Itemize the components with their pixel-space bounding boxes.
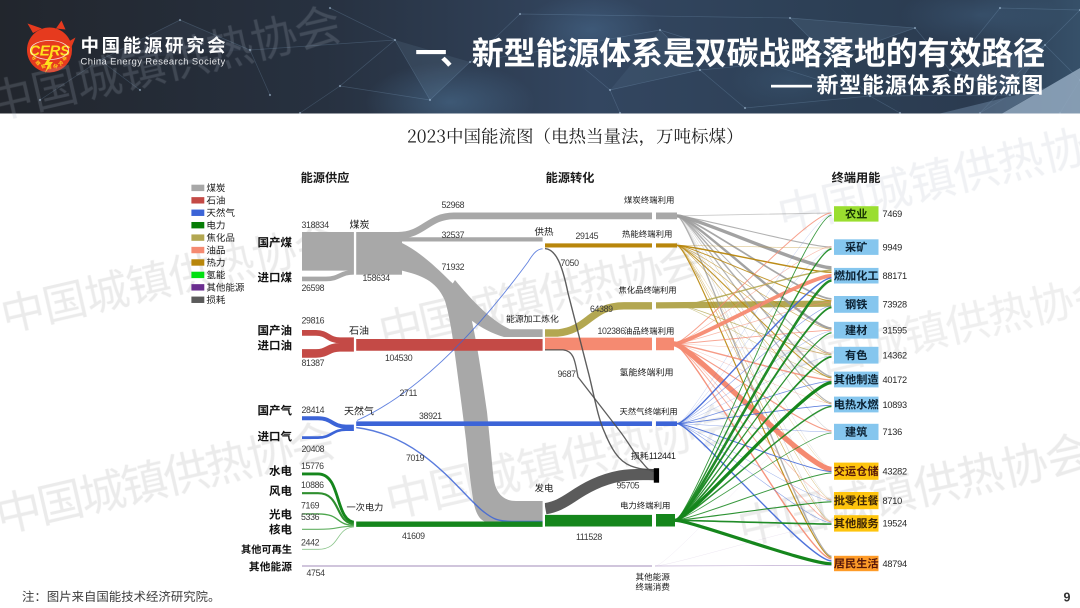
svg-text:8710: 8710 [883,496,903,506]
svg-text:31595: 31595 [883,326,907,336]
svg-text:10893: 10893 [883,400,907,410]
svg-text:73928: 73928 [883,300,907,310]
svg-text:20408: 20408 [302,444,325,454]
svg-text:41609: 41609 [402,531,425,541]
svg-text:112441: 112441 [649,451,676,461]
svg-text:38921: 38921 [419,411,442,421]
svg-text:104530: 104530 [385,353,413,363]
svg-text:5336: 5336 [301,512,320,522]
svg-text:48794: 48794 [883,559,907,569]
svg-text:95705: 95705 [617,481,640,491]
svg-text:111528: 111528 [576,532,602,542]
svg-text:9949: 9949 [883,242,903,252]
svg-text:88171: 88171 [883,271,907,281]
svg-text:102386: 102386 [598,326,626,336]
svg-text:4754: 4754 [307,568,326,578]
svg-text:15776: 15776 [301,461,324,471]
svg-text:19524: 19524 [883,519,907,529]
svg-text:2711: 2711 [400,388,418,398]
svg-text:32537: 32537 [442,230,465,240]
svg-text:64389: 64389 [590,304,613,314]
svg-text:71932: 71932 [442,262,465,272]
svg-text:28414: 28414 [302,405,325,415]
svg-text:10886: 10886 [301,480,324,490]
svg-text:7019: 7019 [406,453,425,463]
svg-text:29145: 29145 [576,231,599,241]
svg-text:9: 9 [1064,591,1071,605]
svg-text:14362: 14362 [883,351,907,361]
svg-text:7169: 7169 [301,501,320,511]
svg-text:7469: 7469 [883,209,903,219]
svg-text:43282: 43282 [883,467,907,477]
svg-text:CERS: CERS [29,43,70,60]
svg-text:9687: 9687 [558,369,577,379]
svg-text:7136: 7136 [883,427,903,437]
svg-text:7050: 7050 [561,258,580,268]
svg-text:52968: 52968 [442,200,465,210]
svg-text:2442: 2442 [301,538,320,548]
svg-text:26598: 26598 [302,283,325,293]
svg-text:29816: 29816 [302,316,325,326]
svg-text:81387: 81387 [302,358,325,368]
svg-text:158634: 158634 [363,273,391,283]
svg-text:40172: 40172 [883,375,907,385]
svg-text:318834: 318834 [302,220,330,230]
